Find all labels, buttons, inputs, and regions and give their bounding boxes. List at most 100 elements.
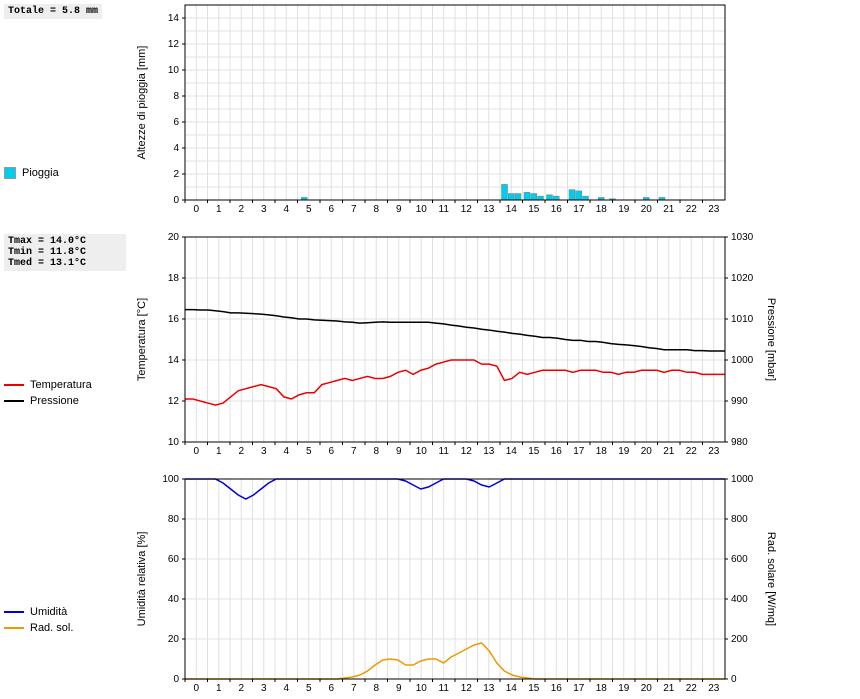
svg-text:980: 980: [731, 437, 748, 448]
temp-pressure-chart: 1012141618209809901000101010201030012345…: [130, 227, 780, 462]
svg-text:800: 800: [731, 514, 748, 525]
svg-text:8: 8: [173, 91, 179, 102]
svg-text:0: 0: [173, 195, 179, 206]
svg-text:8: 8: [373, 683, 379, 694]
svg-text:8: 8: [373, 446, 379, 457]
svg-text:22: 22: [686, 683, 698, 694]
svg-text:3: 3: [261, 204, 267, 215]
svg-text:1020: 1020: [731, 273, 754, 284]
svg-text:40: 40: [168, 594, 180, 605]
svg-text:17: 17: [573, 683, 585, 694]
svg-text:60: 60: [168, 554, 180, 565]
line-icon: [4, 627, 24, 629]
legend-pioggia: Pioggia: [4, 167, 126, 179]
charts-column: 0246810121401234567891011121314151617181…: [130, 0, 860, 699]
svg-text:1: 1: [216, 204, 222, 215]
svg-text:9: 9: [396, 446, 402, 457]
svg-text:12: 12: [168, 39, 180, 50]
svg-text:20: 20: [641, 204, 653, 215]
svg-text:5: 5: [306, 683, 312, 694]
svg-text:11: 11: [439, 683, 450, 694]
totale-box: Totale = 5.8 mm: [4, 4, 102, 19]
svg-text:14: 14: [168, 355, 180, 366]
svg-text:Temperatura [°C]: Temperatura [°C]: [136, 298, 148, 381]
svg-text:12: 12: [168, 396, 180, 407]
svg-text:19: 19: [618, 204, 630, 215]
svg-text:200: 200: [731, 634, 748, 645]
line-icon: [4, 400, 24, 402]
svg-text:20: 20: [641, 683, 653, 694]
svg-text:Altezze di pioggia [mm]: Altezze di pioggia [mm]: [136, 46, 148, 160]
svg-text:15: 15: [528, 446, 540, 457]
svg-text:0: 0: [731, 674, 737, 685]
svg-text:6: 6: [173, 117, 179, 128]
line-icon: [4, 384, 24, 386]
svg-text:12: 12: [461, 683, 473, 694]
svg-text:6: 6: [328, 204, 334, 215]
temp-stats-box: Tmax = 14.0°C Tmin = 11.8°C Tmed = 13.1°…: [4, 234, 126, 271]
svg-text:990: 990: [731, 396, 748, 407]
svg-text:0: 0: [173, 674, 179, 685]
svg-text:1000: 1000: [731, 474, 754, 485]
legend-radsol: Rad. sol.: [4, 622, 126, 634]
svg-text:3: 3: [261, 446, 267, 457]
svg-text:7: 7: [351, 446, 357, 457]
svg-text:16: 16: [551, 446, 563, 457]
svg-text:9: 9: [396, 204, 402, 215]
svg-text:11: 11: [439, 204, 450, 215]
svg-text:1010: 1010: [731, 314, 754, 325]
svg-text:11: 11: [439, 446, 450, 457]
legend-temperatura: Temperatura: [4, 379, 126, 391]
svg-text:13: 13: [483, 204, 495, 215]
svg-text:23: 23: [708, 683, 720, 694]
svg-text:9: 9: [396, 683, 402, 694]
line-icon: [4, 611, 24, 613]
svg-text:12: 12: [461, 446, 473, 457]
svg-text:10: 10: [416, 446, 428, 457]
svg-text:4: 4: [283, 446, 289, 457]
svg-text:3: 3: [261, 683, 267, 694]
svg-text:21: 21: [663, 204, 675, 215]
svg-text:1: 1: [216, 446, 222, 457]
svg-text:20: 20: [168, 634, 180, 645]
svg-text:600: 600: [731, 554, 748, 565]
svg-text:80: 80: [168, 514, 180, 525]
svg-text:16: 16: [551, 683, 563, 694]
svg-text:5: 5: [306, 204, 312, 215]
svg-text:0: 0: [193, 204, 199, 215]
svg-text:8: 8: [373, 204, 379, 215]
svg-text:10: 10: [416, 204, 428, 215]
rain-swatch-icon: [4, 167, 16, 179]
rain-chart: 0246810121401234567891011121314151617181…: [130, 0, 780, 215]
svg-text:10: 10: [168, 65, 180, 76]
svg-text:13: 13: [483, 683, 495, 694]
svg-text:17: 17: [573, 446, 585, 457]
svg-text:16: 16: [551, 204, 563, 215]
svg-text:2: 2: [238, 446, 244, 457]
svg-text:Pressione [mbar]: Pressione [mbar]: [765, 298, 777, 381]
svg-text:13: 13: [483, 446, 495, 457]
svg-text:21: 21: [663, 446, 675, 457]
svg-text:100: 100: [162, 474, 179, 485]
svg-text:18: 18: [596, 446, 608, 457]
svg-text:1000: 1000: [731, 355, 754, 366]
svg-text:Rad. solare [W/mq]: Rad. solare [W/mq]: [765, 532, 777, 626]
svg-text:Umidità relativa [%]: Umidità relativa [%]: [136, 532, 148, 627]
svg-text:14: 14: [506, 683, 518, 694]
svg-text:12: 12: [461, 204, 473, 215]
svg-text:18: 18: [596, 683, 608, 694]
svg-text:19: 19: [618, 683, 630, 694]
svg-text:0: 0: [193, 683, 199, 694]
svg-text:5: 5: [306, 446, 312, 457]
svg-text:4: 4: [283, 204, 289, 215]
svg-text:18: 18: [596, 204, 608, 215]
svg-text:400: 400: [731, 594, 748, 605]
svg-text:23: 23: [708, 446, 720, 457]
svg-text:6: 6: [328, 683, 334, 694]
svg-text:23: 23: [708, 204, 720, 215]
svg-text:2: 2: [173, 169, 179, 180]
svg-text:17: 17: [573, 204, 585, 215]
svg-text:18: 18: [168, 273, 180, 284]
svg-text:15: 15: [528, 683, 540, 694]
svg-text:2: 2: [238, 204, 244, 215]
